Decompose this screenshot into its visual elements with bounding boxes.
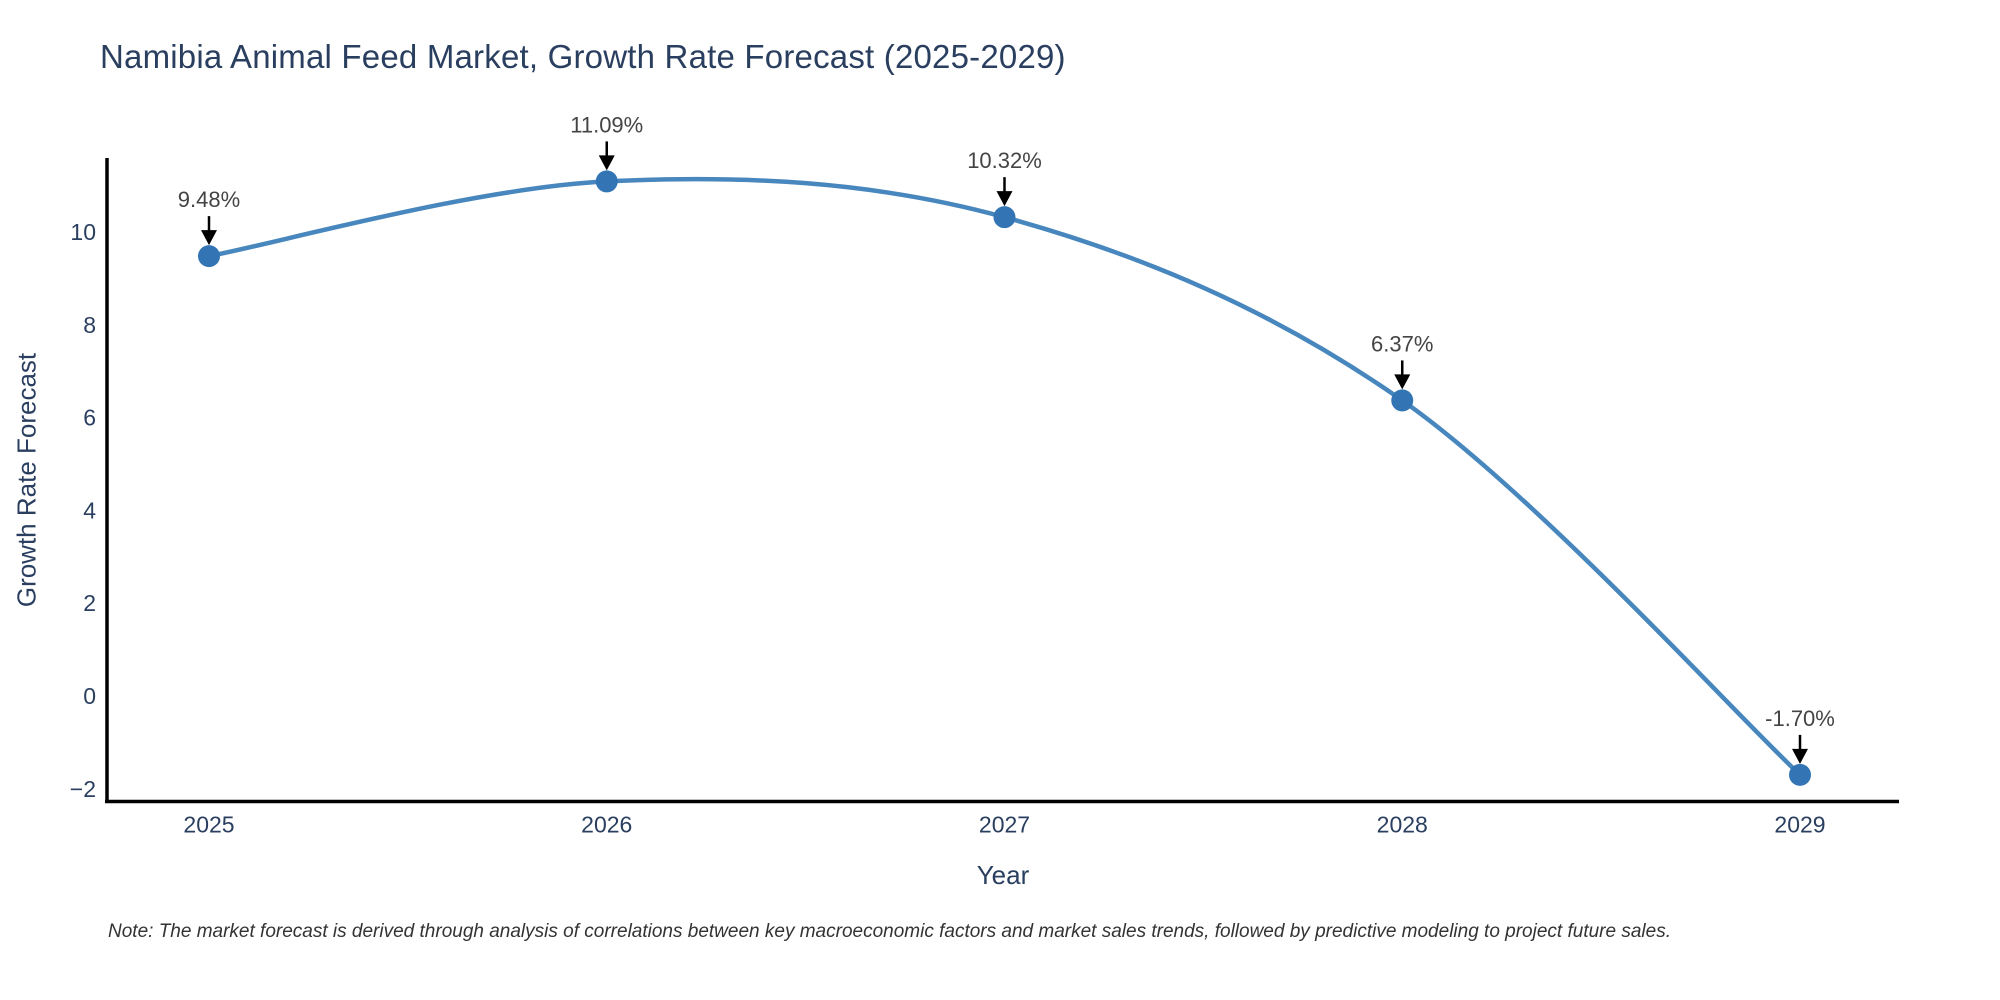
annotation-arrowhead-2028 xyxy=(1394,374,1411,390)
annotation-arrowhead-2027 xyxy=(996,191,1013,207)
data-point-2029[interactable] xyxy=(1789,763,1811,786)
y-tick-label-4: 4 xyxy=(83,497,96,523)
y-tick-label-10: 10 xyxy=(70,219,96,245)
x-tick-label-2027: 2027 xyxy=(979,812,1030,838)
footnote: Note: The market forecast is derived thr… xyxy=(108,921,1671,942)
annotation-label-2028: 6.37% xyxy=(1371,331,1433,356)
y-tick-label--2: −2 xyxy=(70,776,96,802)
x-tick-label-2028: 2028 xyxy=(1377,812,1428,838)
annotation-arrowhead-2029 xyxy=(1792,748,1808,764)
annotation-label-2027: 10.32% xyxy=(967,148,1042,173)
annotation-arrowhead-2025 xyxy=(201,230,217,246)
y-tick-label-6: 6 xyxy=(83,405,96,431)
data-point-2027[interactable] xyxy=(993,206,1016,229)
x-tick-label-2025: 2025 xyxy=(183,812,234,838)
data-point-2025[interactable] xyxy=(198,245,220,268)
y-tick-label-8: 8 xyxy=(83,312,96,338)
chart-title: Namibia Animal Feed Market, Growth Rate … xyxy=(100,38,1066,75)
y-tick-label-2: 2 xyxy=(83,590,96,616)
data-point-2026[interactable] xyxy=(595,170,618,193)
y-tick-label-0: 0 xyxy=(83,683,96,709)
annotation-arrowhead-2026 xyxy=(598,155,615,171)
series-line xyxy=(206,176,1803,778)
annotation-label-2026: 11.09% xyxy=(570,112,643,137)
data-point-2028[interactable] xyxy=(1391,389,1414,412)
annotation-label-2025: 9.48% xyxy=(178,187,240,212)
x-tick-label-2026: 2026 xyxy=(581,812,632,838)
x-tick-label-2029: 2029 xyxy=(1774,812,1825,838)
annotation-label-2029: -1.70% xyxy=(1765,706,1835,731)
x-axis-title: Year xyxy=(976,860,1030,890)
